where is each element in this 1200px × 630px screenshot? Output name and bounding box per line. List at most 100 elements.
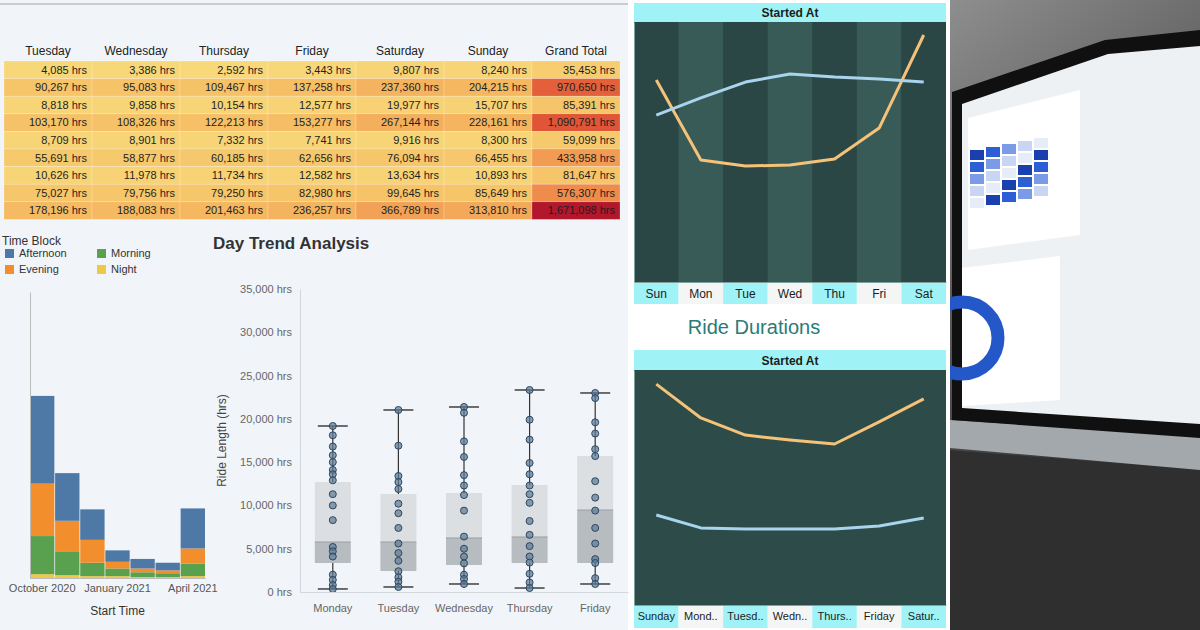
cell-label: 35,453 hrs — [563, 64, 615, 76]
axis-line — [301, 592, 629, 593]
cell-label: 8,818 hrs — [41, 99, 87, 111]
laptop-bezel — [952, 30, 1200, 438]
data-point — [592, 478, 599, 485]
screen-donut — [950, 302, 998, 374]
tick-label: Sat — [915, 287, 934, 301]
data-point — [329, 422, 336, 429]
data-point — [329, 443, 336, 450]
cell-label: 62,656 hrs — [299, 152, 351, 164]
tick-label: Monday — [313, 602, 353, 614]
bar-segment — [80, 540, 104, 563]
cell — [4, 114, 92, 132]
cell — [268, 79, 356, 97]
cell-label: 81,647 hrs — [563, 169, 615, 181]
tick-label: April 2021 — [168, 582, 218, 594]
cell-label: 7,332 hrs — [217, 134, 263, 146]
tick-label: Thursday — [507, 602, 553, 614]
cell — [532, 79, 620, 97]
column-stripe — [812, 22, 857, 282]
category-cell — [857, 606, 902, 628]
data-point — [461, 533, 468, 540]
legend-label: Evening — [19, 263, 59, 275]
laptop-screen — [962, 46, 1200, 424]
data-point — [526, 491, 533, 498]
data-point — [395, 583, 402, 590]
cell — [180, 131, 268, 149]
cell — [268, 61, 356, 79]
data-point — [592, 494, 599, 501]
bar-segment — [55, 551, 79, 575]
screen-heat-cell — [1018, 177, 1032, 187]
cell — [532, 96, 620, 114]
cell — [444, 184, 532, 202]
data-point — [395, 557, 402, 564]
cell-label: 58,877 hrs — [123, 152, 175, 164]
screen-heat-cell — [1034, 186, 1048, 196]
screen-heat-cell — [986, 147, 1000, 157]
tick: Friday — [864, 605, 895, 622]
category-cell — [812, 283, 857, 304]
legend-label: Morning — [111, 247, 151, 259]
cell-label: 8,300 hrs — [481, 134, 527, 146]
cell-label: 576,307 hrs — [557, 187, 616, 199]
column-header: Tuesday — [25, 44, 71, 58]
cell-label: 85,391 hrs — [563, 99, 615, 111]
data-point — [526, 386, 533, 393]
cell-label: 8,240 hrs — [481, 64, 527, 76]
data-point — [395, 485, 402, 492]
tick: Mond.. — [684, 605, 718, 622]
box-upper — [315, 482, 351, 542]
tick-label: Tuesday — [378, 602, 420, 614]
data-point — [329, 452, 336, 459]
data-point — [395, 479, 402, 486]
column-stripe — [768, 22, 813, 282]
y-axis-title: Ride Length (hrs) — [215, 394, 229, 487]
tick: Thu — [824, 282, 845, 301]
cell-label: 55,691 hrs — [35, 152, 87, 164]
cell — [444, 202, 532, 220]
cell-label: 90,267 hrs — [35, 81, 87, 93]
y-axis — [634, 23, 635, 283]
chart-title: Day Trend Analysis — [213, 234, 369, 253]
screen-heat-cell — [1002, 180, 1016, 190]
x-axis: October 2020January 2021April 2021 — [9, 578, 218, 594]
cell-label: 4,085 hrs — [41, 64, 87, 76]
cell-label: 12,582 hrs — [299, 169, 351, 181]
bar-segment — [30, 536, 54, 574]
axis-line — [31, 578, 206, 579]
data-point — [526, 585, 533, 592]
data-point — [329, 491, 336, 498]
cell — [92, 167, 180, 185]
chart-title: Ride Durations — [688, 316, 820, 338]
data-point — [526, 436, 533, 443]
cell — [532, 61, 620, 79]
axis-line — [30, 293, 31, 579]
axis-line — [635, 605, 947, 606]
cell-label: 3,443 hrs — [305, 64, 351, 76]
screen-heat-cell — [986, 183, 1000, 193]
category-cell — [634, 606, 679, 628]
cell-label: 66,455 hrs — [475, 152, 527, 164]
axis-line — [300, 290, 301, 593]
cell-label: 13,634 hrs — [387, 169, 439, 181]
tick: 15,000 hrs — [240, 456, 300, 468]
data-point — [329, 502, 336, 509]
bar-segment — [156, 573, 180, 577]
data-point — [461, 492, 468, 499]
cell — [4, 61, 92, 79]
tick: Mon — [689, 282, 712, 301]
screen-heat-cell — [1034, 162, 1048, 172]
tick-label: Mond.. — [684, 610, 718, 622]
cell — [444, 79, 532, 97]
cell — [4, 202, 92, 220]
tick: Sat — [915, 282, 934, 301]
data-point — [592, 524, 599, 531]
data-point — [526, 482, 533, 489]
tick-label: Fri — [872, 287, 886, 301]
cell — [180, 202, 268, 220]
legend-label: Night — [111, 263, 137, 275]
cell — [356, 167, 444, 185]
cell — [444, 61, 532, 79]
cell — [180, 96, 268, 114]
tick: Tuesday — [378, 592, 420, 614]
